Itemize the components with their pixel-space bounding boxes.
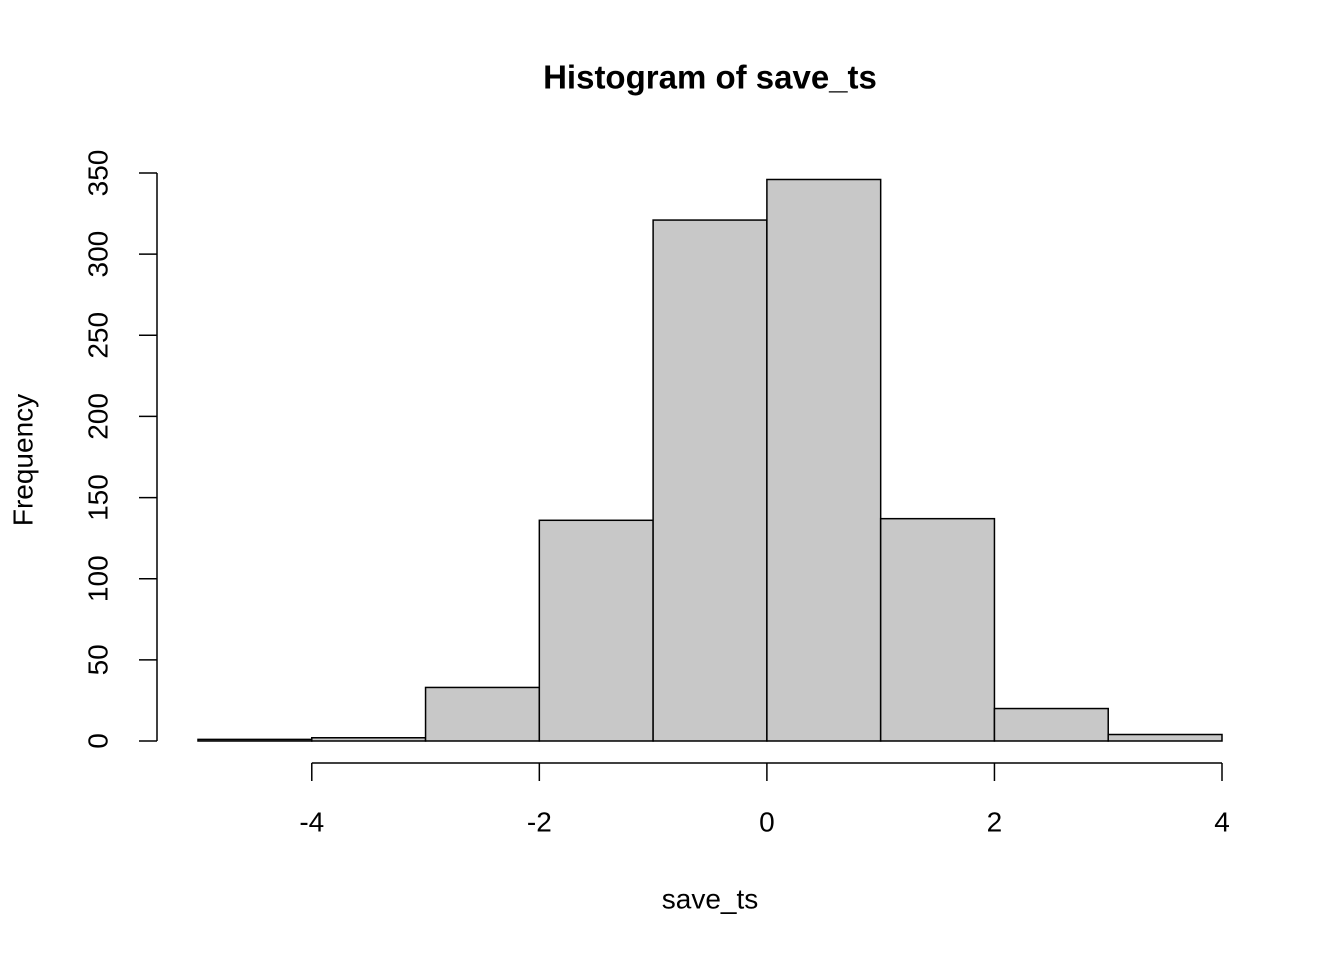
x-tick-label: 0 <box>759 806 775 837</box>
bar <box>993 707 1109 742</box>
x-tick-label: -2 <box>527 806 552 837</box>
x-tick-label: -4 <box>299 806 324 837</box>
bar <box>197 738 313 742</box>
y-tick-label: 300 <box>82 231 113 278</box>
y-tick-label: 100 <box>82 555 113 602</box>
chart-title: Histogram of save_ts <box>543 59 877 96</box>
x-tick-label: 2 <box>987 806 1003 837</box>
y-tick-label: 200 <box>82 393 113 440</box>
bar <box>1107 733 1223 742</box>
bar <box>311 737 427 742</box>
y-tick-label: 50 <box>82 644 113 675</box>
x-axis-label: save_ts <box>662 883 759 914</box>
bar <box>766 178 882 742</box>
bar <box>538 519 654 742</box>
y-tick-label: 150 <box>82 474 113 521</box>
bar <box>652 219 768 742</box>
y-tick-label: 250 <box>82 312 113 359</box>
y-tick-label: 0 <box>82 733 113 749</box>
bar <box>424 686 541 742</box>
y-tick-label: 350 <box>82 150 113 197</box>
x-tick-label: 4 <box>1214 806 1230 837</box>
bar <box>879 517 996 742</box>
y-axis-label: Frequency <box>7 394 38 526</box>
